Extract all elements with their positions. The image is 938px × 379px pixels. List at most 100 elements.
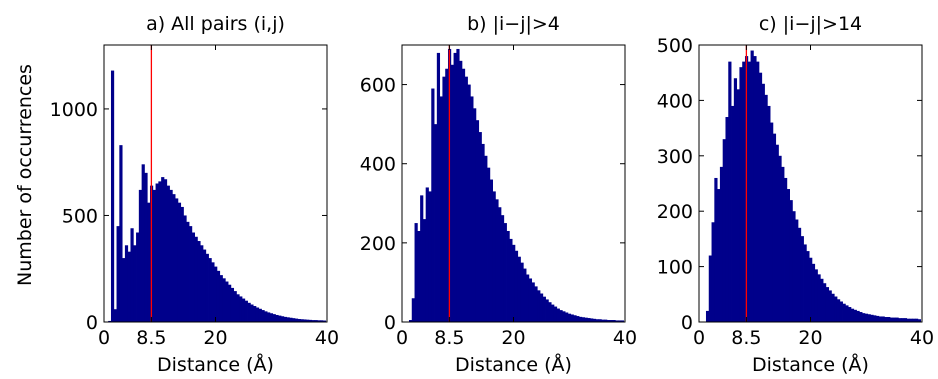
histogram-bar	[311, 320, 315, 322]
histogram-bar	[161, 177, 165, 322]
histogram-bar	[548, 302, 552, 322]
histogram-bar	[526, 274, 530, 322]
histogram-bar	[253, 306, 257, 322]
histogram-bar	[459, 60, 463, 322]
histogram-bar	[470, 96, 474, 322]
x-tick-label: 20	[203, 327, 227, 349]
histogram-bar	[803, 244, 807, 322]
x-tick-label: 8.5	[136, 327, 166, 349]
histogram-bar	[138, 189, 143, 322]
histogram-bar	[725, 117, 729, 323]
histogram-bar	[842, 303, 846, 322]
histogram-bar	[200, 245, 204, 322]
histogram-bar	[108, 320, 112, 322]
histogram-bar	[772, 133, 777, 322]
histogram-bar	[431, 88, 435, 322]
histogram-bar	[464, 76, 468, 322]
panel-title: a) All pairs (i,j)	[146, 13, 285, 35]
histogram-bar	[205, 253, 209, 322]
histogram-bar	[778, 155, 782, 322]
histogram-bar	[461, 68, 466, 323]
histogram-bar	[570, 314, 574, 322]
histogram-bar	[708, 255, 712, 322]
x-tick-label: 40	[315, 327, 339, 349]
histogram-bar	[283, 316, 287, 322]
histogram-bar	[473, 108, 477, 322]
histogram-bar	[800, 236, 804, 322]
histogram-bar	[565, 312, 569, 322]
histogram-bar	[831, 293, 835, 322]
histogram-bar	[862, 313, 866, 322]
histogram-bar	[736, 89, 740, 322]
histogram-bar	[587, 318, 591, 322]
y-tick-label: 400	[657, 90, 693, 112]
histogram-bar	[528, 278, 533, 322]
histogram-bar	[747, 61, 751, 323]
histogram-bar	[909, 318, 913, 322]
histogram-bar	[475, 120, 480, 322]
x-axis-title: Distance (Å)	[455, 353, 572, 376]
histogram-bar	[839, 301, 843, 322]
histogram-bar	[523, 268, 527, 322]
histogram-bar	[901, 318, 905, 322]
histogram-bar	[197, 241, 201, 322]
histogram-bar	[848, 307, 852, 322]
histogram-bar	[278, 315, 282, 322]
histogram-bar	[439, 96, 443, 322]
histogram-bar	[889, 317, 894, 322]
histogram-bar	[258, 308, 262, 322]
histogram-bar	[606, 320, 611, 322]
histogram-bar	[133, 245, 137, 322]
histogram-bar	[834, 296, 838, 322]
histogram-bar	[166, 185, 170, 322]
histogram-bar	[255, 307, 260, 322]
histogram-bar	[306, 319, 310, 322]
histogram-bar	[239, 296, 243, 322]
histogram-bar	[592, 318, 597, 322]
histogram-bar	[183, 215, 187, 322]
x-tick-label: 8.5	[731, 327, 761, 349]
x-tick-label: 0	[396, 327, 408, 349]
histogram-bar	[322, 320, 327, 322]
histogram-bar	[906, 318, 910, 322]
histogram-bar	[545, 299, 549, 322]
histogram-bar	[211, 262, 215, 322]
histogram-bar	[814, 269, 818, 322]
histogram-bar	[878, 316, 882, 322]
histogram-bar	[481, 143, 485, 322]
histogram-bar	[850, 308, 855, 322]
histogram-bar	[537, 290, 541, 322]
histogram-bar	[267, 312, 271, 322]
y-tick-label: 0	[86, 312, 98, 334]
histogram-bar	[191, 232, 195, 322]
histogram-bar	[233, 291, 237, 322]
x-tick-label: 20	[798, 327, 822, 349]
histogram-bar	[261, 310, 265, 322]
histogram-bar	[177, 202, 182, 322]
histogram-bar	[286, 317, 290, 322]
histogram-bar	[733, 78, 738, 323]
histogram-bar	[542, 296, 546, 322]
histogram-bar	[222, 278, 226, 322]
histogram-bar	[113, 309, 117, 322]
histogram-bar	[753, 56, 757, 322]
histogram-bar	[194, 236, 198, 322]
histogram-bar	[492, 191, 496, 322]
histogram-bar	[534, 286, 538, 322]
histogram-bar	[320, 320, 324, 322]
histogram-bar	[881, 316, 885, 322]
histogram-bar	[445, 68, 449, 323]
histogram-bar	[775, 144, 779, 322]
histogram-bar	[820, 278, 824, 322]
histogram-bar	[795, 219, 799, 322]
histogram-bar	[797, 227, 802, 322]
histogram-bar	[576, 316, 580, 322]
histogram-bar	[509, 238, 513, 322]
histogram-bar	[172, 194, 176, 322]
histogram-bar	[214, 266, 218, 322]
histogram-bar	[420, 195, 424, 322]
histogram-bar	[152, 189, 156, 322]
y-axis-title: Number of occurrences	[14, 64, 36, 286]
